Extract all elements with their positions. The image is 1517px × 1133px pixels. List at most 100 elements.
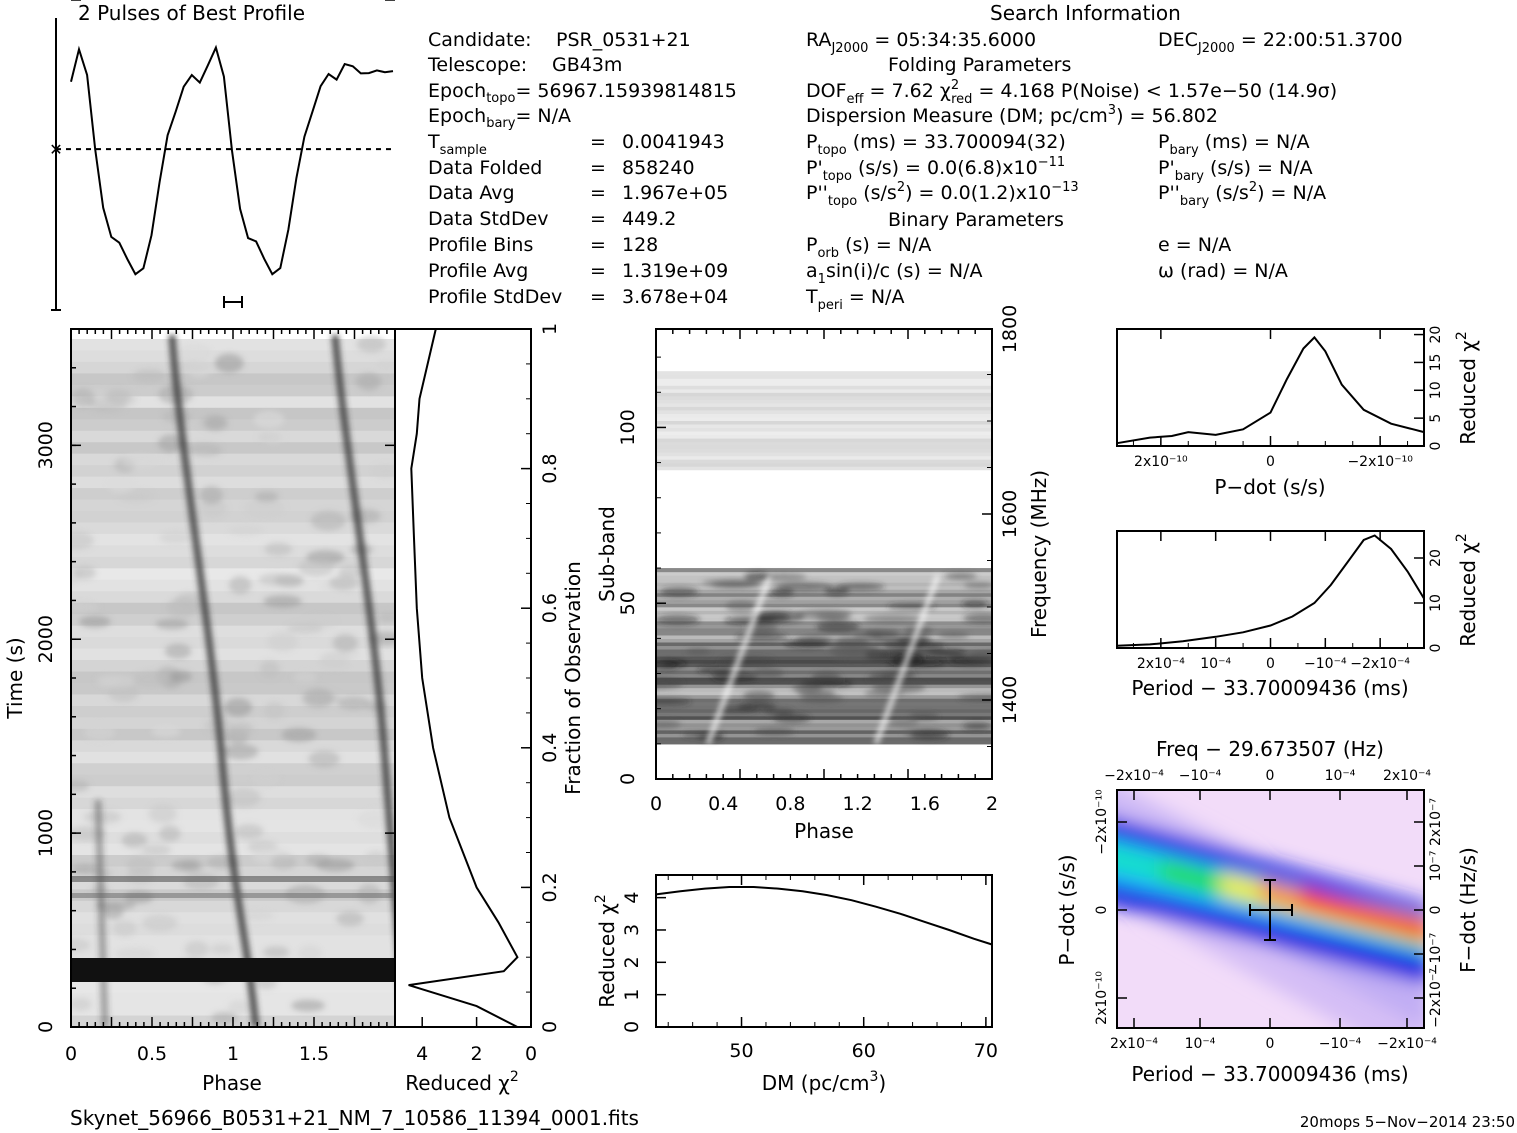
sb-row — [656, 395, 992, 400]
sb-row — [656, 708, 992, 713]
pddot-topo-line: P''topo (s/s2) = 0.0(1.2)x10−13 — [806, 180, 1079, 209]
tp-blob — [71, 601, 99, 613]
tp-blob — [121, 832, 148, 848]
ra-line: RAJ2000 = 05:34:35.6000 — [806, 29, 1036, 56]
tp-blob — [263, 431, 285, 444]
sb-row — [656, 733, 992, 738]
tp-blob — [96, 675, 120, 686]
sb-row — [656, 416, 992, 422]
tp-blob — [291, 999, 326, 1012]
candidate-value: PSR_0531+21 — [556, 29, 691, 51]
profile-avg-eq: = — [590, 260, 606, 282]
dm-line: Dispersion Measure (DM; pc/cm3) = 56.802 — [806, 103, 1218, 127]
tp-blob — [328, 575, 359, 591]
tchi-ytick-label: 0.6 — [539, 593, 561, 623]
sb-row — [656, 399, 992, 404]
sb-freq-axis-label: Frequency (MHz) — [1027, 470, 1051, 638]
pddot-bary-line: P''bary (s/s2) = N/A — [1158, 180, 1326, 209]
tp-band-2 — [71, 876, 395, 882]
tp-blob — [159, 825, 181, 842]
time-phase-image — [71, 329, 395, 1027]
pdot-topo-line: P'topo (s/s) = 0.0(6.8)x10−11 — [806, 155, 1065, 184]
sb-row — [656, 427, 992, 432]
tp-row — [71, 476, 395, 490]
dm-ylabel: Reduced χ2 — [593, 894, 619, 1008]
pe-xtick-label: 2x10⁻⁴ — [1137, 656, 1185, 672]
tp-blob — [338, 565, 363, 579]
sb-blob — [737, 702, 777, 711]
tp-row — [71, 339, 395, 352]
sb-ytick-label: 100 — [617, 409, 639, 445]
sb-blob — [962, 722, 992, 731]
sb-row — [656, 645, 992, 650]
sb-ytick-label: 50 — [617, 591, 639, 615]
tp-blob — [184, 940, 209, 958]
tp-blob — [78, 615, 111, 628]
tp-blob — [141, 914, 178, 932]
tp-xtick-label: 1 — [227, 1043, 239, 1065]
dm-ytick-label: 3 — [621, 924, 643, 936]
pp-xtick-label: 10⁻⁴ — [1185, 1036, 1216, 1052]
data-folded-label: Data Folded — [428, 157, 542, 179]
sb-blob — [775, 582, 834, 592]
profile-bins-label: Profile Bins — [428, 234, 533, 256]
tp-blob — [134, 843, 171, 856]
pe-ylabel-sup: 2 — [1454, 533, 1470, 542]
pp-top-xtick-label: 0 — [1266, 768, 1275, 784]
sb-row — [656, 392, 992, 397]
sb-blob — [866, 675, 894, 682]
tp-ytick-label: 2000 — [35, 615, 57, 663]
tp-blob — [365, 850, 388, 864]
time-phase-axes: 0 0.5 1 1.5 0 1000 2000 3000 Phase Time (s) — [3, 0, 396, 1095]
sb-blob — [745, 624, 779, 633]
sb-blob — [742, 690, 775, 702]
tp-xtick-label: 1.5 — [299, 1043, 329, 1065]
tp-row — [71, 396, 395, 409]
sb-xlabel: Phase — [794, 819, 854, 843]
sb-blob — [864, 629, 899, 637]
tp-blob — [258, 573, 296, 586]
tp-row — [71, 591, 395, 604]
sb-row — [656, 578, 992, 583]
data-folded-eq: = — [590, 157, 606, 179]
tp-blob — [259, 660, 280, 679]
tp-blob — [354, 373, 382, 390]
sb-xtick-label: 1.2 — [842, 793, 872, 815]
tp-row — [71, 774, 395, 788]
sb-row — [656, 736, 992, 741]
tp-blob — [227, 1000, 253, 1014]
search-info-title: Search Information — [990, 1, 1181, 25]
data-avg-label: Data Avg — [428, 182, 515, 204]
subband-image — [656, 371, 992, 745]
sb-blob — [735, 632, 789, 642]
profile-series — [70, 44, 394, 276]
tp-pulse-trails — [94, 334, 395, 1027]
tp-blob — [315, 858, 355, 872]
sb-blob — [924, 649, 966, 657]
sb-blob — [888, 717, 919, 727]
pp-top-xtick-label: 2x10⁻⁴ — [1383, 768, 1431, 784]
sb-row — [656, 406, 992, 411]
tp-ytick-label: 1000 — [35, 809, 57, 857]
tp-row — [71, 511, 395, 524]
tp-row — [71, 407, 395, 421]
sb-row — [656, 740, 992, 745]
pp-xtick-label: 2x10⁻⁴ — [1110, 1036, 1158, 1052]
tp-blob — [187, 443, 222, 457]
dm-xtick-label: 50 — [729, 1040, 753, 1062]
sb-row — [656, 413, 992, 418]
tchi-ytick-label: 0.8 — [539, 453, 561, 483]
pd-ytick-label: 5 — [1428, 414, 1444, 423]
pbary-line: Pbary (ms) = N/A — [1158, 131, 1310, 158]
dof-line: DOFeff = 7.62 χ2 red = 4.168 P(Noise) < 1… — [806, 78, 1337, 107]
dm-series — [655, 886, 993, 946]
pe-xtick-label: 10⁻⁴ — [1200, 656, 1231, 672]
best-fit-crosshair — [1249, 879, 1293, 941]
tp-blob — [198, 498, 227, 519]
tp-blob — [229, 722, 254, 737]
tp-blob — [244, 498, 285, 517]
sb-blob — [938, 631, 970, 639]
sb-blob — [784, 639, 830, 648]
tp-ylabel: Time (s) — [3, 637, 27, 719]
dm-chi2-plot: 50 60 70 0 1 2 3 4 DM (pc/cm3) Reduced χ2 — [593, 874, 998, 1095]
